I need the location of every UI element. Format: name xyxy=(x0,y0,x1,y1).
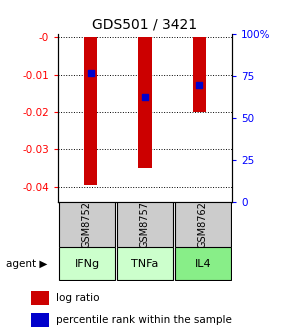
Text: GSM8752: GSM8752 xyxy=(82,201,92,248)
Point xyxy=(197,82,202,88)
Title: GDS501 / 3421: GDS501 / 3421 xyxy=(93,17,197,31)
FancyBboxPatch shape xyxy=(59,202,115,247)
Bar xyxy=(84,37,97,185)
Bar xyxy=(31,291,49,305)
FancyBboxPatch shape xyxy=(59,247,115,280)
Bar xyxy=(138,37,152,168)
Text: IL4: IL4 xyxy=(195,259,211,269)
Bar xyxy=(193,37,206,112)
Text: log ratio: log ratio xyxy=(56,293,100,303)
FancyBboxPatch shape xyxy=(175,202,231,247)
Point xyxy=(143,94,147,100)
Bar xyxy=(31,313,49,327)
Text: percentile rank within the sample: percentile rank within the sample xyxy=(56,315,232,325)
Text: agent ▶: agent ▶ xyxy=(6,259,47,269)
Point xyxy=(88,71,93,76)
Text: IFNg: IFNg xyxy=(75,259,99,269)
Text: GSM8762: GSM8762 xyxy=(198,201,208,248)
FancyBboxPatch shape xyxy=(117,202,173,247)
Text: TNFa: TNFa xyxy=(131,259,159,269)
FancyBboxPatch shape xyxy=(117,247,173,280)
Text: GSM8757: GSM8757 xyxy=(140,201,150,248)
FancyBboxPatch shape xyxy=(175,247,231,280)
